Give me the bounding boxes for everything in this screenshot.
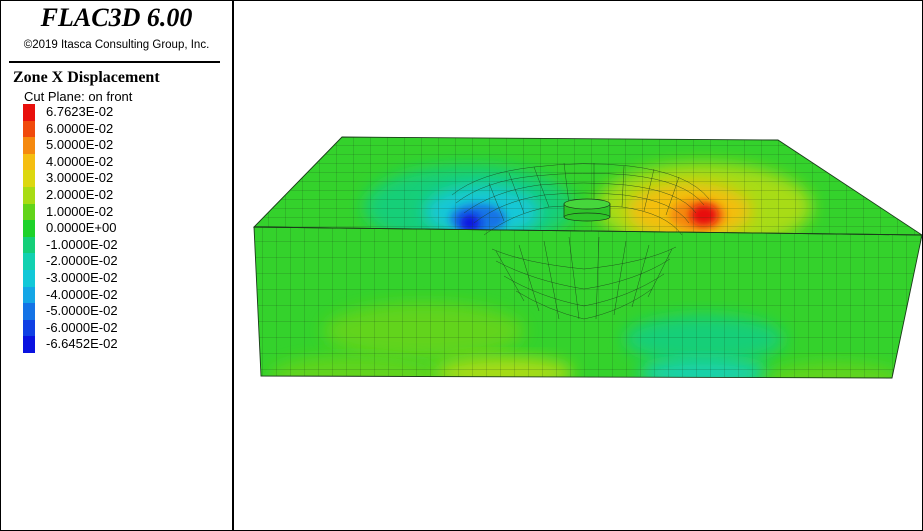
legend-swatch bbox=[23, 220, 35, 237]
legend-value: -4.0000E-02 bbox=[46, 286, 118, 302]
legend-subtitle: Cut Plane: on front bbox=[24, 89, 133, 104]
legend-value: 6.7623E-02 bbox=[46, 104, 114, 119]
legend-panel: FLAC3D 6.00 ©2019 Itasca Consulting Grou… bbox=[1, 1, 234, 530]
legend-value: -3.0000E-02 bbox=[46, 269, 118, 285]
legend-swatch bbox=[23, 236, 35, 254]
legend-swatch bbox=[23, 253, 35, 270]
legend-swatch bbox=[23, 153, 35, 171]
legend-swatch bbox=[23, 303, 35, 320]
legend-value: 5.0000E-02 bbox=[46, 137, 114, 153]
legend-swatch bbox=[23, 120, 35, 138]
legend-value: 4.0000E-02 bbox=[46, 153, 114, 169]
legend-value: 0.0000E+00 bbox=[46, 220, 117, 236]
legend-swatch bbox=[23, 203, 35, 221]
legend-swatch bbox=[23, 186, 35, 204]
model-top-cap bbox=[563, 198, 611, 222]
legend-value: -5.0000E-02 bbox=[46, 303, 118, 319]
legend-swatch bbox=[23, 137, 35, 154]
legend-divider bbox=[9, 61, 220, 63]
dense-mesh-region bbox=[451, 162, 710, 320]
legend-value: -2.0000E-02 bbox=[46, 253, 118, 269]
legend-value: -1.0000E-02 bbox=[46, 236, 118, 252]
legend-swatch bbox=[23, 170, 35, 187]
legend-swatch bbox=[23, 319, 35, 337]
model-front-face bbox=[254, 227, 922, 378]
legend-title: Zone X Displacement bbox=[13, 69, 160, 86]
legend-value: 2.0000E-02 bbox=[46, 186, 114, 202]
legend-value: 6.0000E-02 bbox=[46, 120, 114, 136]
copyright-text: ©2019 Itasca Consulting Group, Inc. bbox=[23, 39, 210, 51]
model-viewport[interactable] bbox=[234, 1, 922, 530]
legend-value: -6.0000E-02 bbox=[46, 319, 118, 335]
model-top-face bbox=[254, 137, 922, 235]
legend-value: 3.0000E-02 bbox=[46, 170, 114, 186]
legend-swatch bbox=[23, 336, 35, 353]
model-outline bbox=[252, 136, 922, 379]
legend-swatch bbox=[23, 104, 35, 121]
legend-swatch bbox=[23, 286, 35, 304]
app-title: FLAC3D 6.00 bbox=[40, 3, 193, 32]
displacement-contour-model bbox=[252, 136, 922, 379]
legend-value: 1.0000E-02 bbox=[46, 203, 114, 219]
legend-value: -6.6452E-02 bbox=[46, 336, 118, 352]
legend-swatch bbox=[23, 269, 35, 287]
